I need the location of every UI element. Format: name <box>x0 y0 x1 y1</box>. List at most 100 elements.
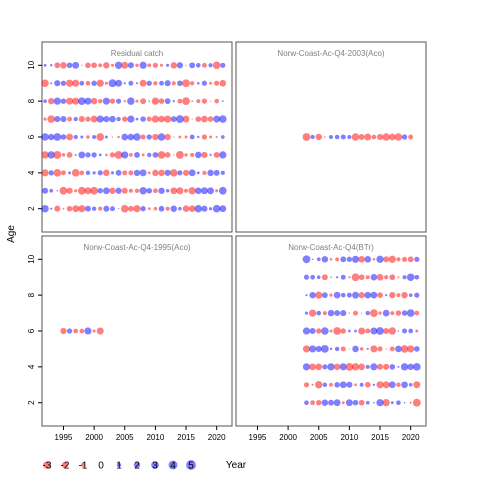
residual-bubble <box>376 327 384 335</box>
residual-bubble <box>402 328 408 334</box>
residual-bubble <box>415 329 419 333</box>
residual-bubble <box>152 62 158 68</box>
residual-bubble <box>48 170 54 176</box>
residual-bubble <box>65 79 74 87</box>
residual-bubble <box>366 347 369 350</box>
residual-bubble <box>406 309 415 317</box>
panel-residual-catch: Residual catch <box>41 41 233 233</box>
residual-bubble <box>378 311 382 315</box>
x-tick-label: 1995 <box>249 433 267 442</box>
residual-bubble <box>116 98 122 104</box>
legend-bubble <box>186 460 196 470</box>
residual-bubble <box>370 309 378 317</box>
residual-bubble <box>339 363 347 371</box>
residual-bubble <box>86 135 90 139</box>
residual-bubble <box>140 134 146 140</box>
residual-bubble <box>49 188 54 193</box>
residual-bubble <box>348 329 351 333</box>
residual-bubble <box>219 205 227 213</box>
residual-bubble <box>128 153 133 157</box>
residual-bubble <box>67 116 73 122</box>
residual-bubble <box>310 134 315 140</box>
residual-bubble <box>315 345 322 353</box>
residual-bubble <box>53 169 62 177</box>
residual-bubble <box>376 381 384 389</box>
legend-bubble <box>80 462 86 468</box>
residual-bubble <box>316 275 321 280</box>
residual-bubble <box>345 399 353 407</box>
residual-bubble <box>341 401 345 405</box>
residual-bubble <box>329 293 333 297</box>
residual-bubble <box>201 115 208 123</box>
residual-bubble <box>388 327 397 335</box>
residual-bubble <box>407 256 414 263</box>
residual-bubble <box>85 62 91 69</box>
residual-bubble <box>364 291 372 299</box>
residual-bubble <box>328 399 334 406</box>
residual-bubble <box>127 133 135 141</box>
residual-bubble <box>377 292 383 299</box>
residual-bubble <box>351 363 360 371</box>
residual-bubble <box>309 363 316 371</box>
residual-bubble <box>213 152 220 158</box>
residual-bubble <box>68 171 72 175</box>
residual-bubble <box>189 62 196 69</box>
residual-bubble <box>84 327 92 335</box>
residual-bubble <box>358 255 365 263</box>
residual-bubble <box>389 346 395 352</box>
residual-bubble <box>321 327 329 335</box>
residual-bubble <box>158 115 165 123</box>
residual-bubble <box>62 207 65 210</box>
residual-bubble <box>364 381 371 388</box>
bubble-size-legend: -3 -2 -1 0 1 2 3 4 5 <box>43 460 196 472</box>
residual-bubble <box>97 170 103 176</box>
residual-bubble <box>159 80 164 86</box>
residual-bubble <box>322 382 328 387</box>
residual-bubble <box>53 133 62 141</box>
residual-bubble <box>114 61 123 70</box>
legend-bubble <box>61 461 69 469</box>
residual-bubble <box>382 381 390 389</box>
legend-bubble <box>151 461 159 469</box>
residual-bubble <box>219 151 227 159</box>
residual-bubble <box>303 274 310 280</box>
residual-bubble <box>164 152 171 158</box>
residual-bubble <box>72 61 80 69</box>
residual-bubble <box>365 400 370 405</box>
residual-bubble <box>346 381 353 388</box>
residual-bubble <box>321 256 329 263</box>
residual-bubble <box>173 136 175 138</box>
residual-bubble <box>92 171 96 175</box>
bubbles-residual-catch <box>41 61 227 213</box>
legend-label: 4 <box>170 461 176 472</box>
residual-bubble <box>135 63 139 68</box>
residual-bubble <box>403 401 406 404</box>
residual-bubble <box>158 205 165 212</box>
residual-bubble <box>358 292 365 299</box>
residual-bubble <box>78 205 86 213</box>
residual-bubble <box>115 169 122 176</box>
residual-bubble <box>134 152 140 158</box>
residual-bubble <box>219 115 227 123</box>
legend-label: 5 <box>188 461 194 472</box>
residual-bubble <box>165 206 170 211</box>
residual-bubble <box>43 63 47 67</box>
x-tick-label: 2015 <box>177 433 195 442</box>
residual-bubble <box>340 328 346 334</box>
residual-bubble <box>127 62 134 69</box>
residual-bubble <box>212 61 221 70</box>
residual-bubble <box>110 63 115 67</box>
residual-bubble <box>311 383 314 386</box>
residual-bubble <box>348 276 351 279</box>
residual-bubble <box>304 400 309 406</box>
residual-bubble <box>358 274 365 281</box>
residual-bubble <box>207 187 214 195</box>
residual-bubble <box>79 170 85 176</box>
residual-bubble <box>60 327 67 335</box>
residual-bubble <box>328 134 334 140</box>
residual-bubble <box>212 204 221 213</box>
residual-bubble <box>214 98 219 104</box>
residual-bubble <box>109 115 116 123</box>
residual-bubble <box>354 329 357 333</box>
residual-bubble <box>66 133 73 141</box>
